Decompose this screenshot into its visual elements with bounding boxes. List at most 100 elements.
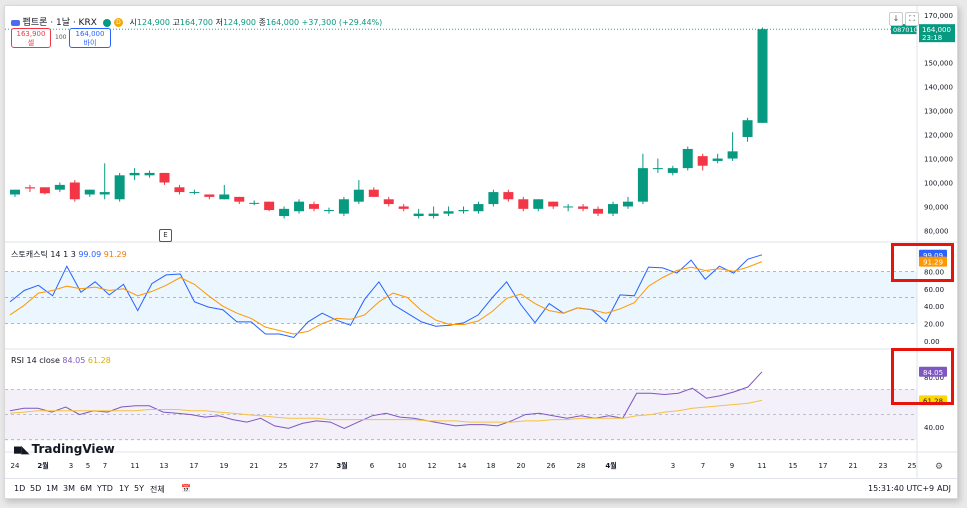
time-tick-label: 26 [547, 462, 556, 470]
timeframe-5y[interactable]: 5Y [134, 484, 144, 493]
indicator-value-tag [919, 366, 947, 377]
candle-body [54, 184, 65, 190]
candle-body [24, 187, 35, 189]
timeframe-6m[interactable]: 6M [80, 484, 92, 493]
indicator-tick-label: 40.00 [924, 303, 944, 311]
price-tick-label: 120,000 [924, 132, 953, 140]
candle-body [338, 199, 349, 214]
buy-price: 164,000 [75, 30, 105, 38]
time-tick-label: 13 [160, 462, 169, 470]
time-tick-label: 25 [908, 462, 917, 470]
indicator-tick-label: 0.00 [924, 338, 940, 346]
candle-body [264, 201, 275, 211]
time-tick-label: 24 [11, 462, 20, 470]
clock-label: 15:31:40 UTC+9 [868, 484, 935, 493]
rsi-value: 84.05 [62, 356, 86, 365]
candle-body [428, 213, 439, 217]
indicator-tick-label: 80.00 [924, 268, 944, 276]
rsi-legend[interactable]: RSI 14 close 84.05 61.28 [11, 356, 111, 365]
candle-body [563, 206, 574, 208]
tradingview-logo[interactable]: ◼◣ TradingView [13, 442, 115, 456]
candle-body [652, 168, 663, 170]
time-tick-label: 3 [671, 462, 675, 470]
timeframe-3m[interactable]: 3M [63, 484, 75, 493]
time-axis: 24 2월 3 5 7 11 13 17 19 21 25 27 3월 6 10 12 14 18 20 26 28 4월… [11, 461, 944, 472]
time-tick-label: 6 [370, 462, 375, 470]
time-tick-label: 3 [69, 462, 73, 470]
stoch-title: 스토캐스틱 14 1 3 [11, 250, 76, 259]
timeframe-1d[interactable]: 1D [14, 484, 26, 493]
price-tick-label: 130,000 [924, 108, 953, 116]
countdown-label: 23:18 [922, 34, 942, 42]
time-tick-label: 4월 [605, 461, 616, 470]
candle-body [323, 210, 334, 212]
quote-status-icon [103, 18, 112, 27]
time-tick-label: 12 [428, 462, 437, 470]
candle-body [249, 202, 260, 204]
indicator-tick-label: 60.00 [924, 286, 944, 294]
fullscreen-icon[interactable]: ⛶ [905, 12, 919, 26]
price-pane [5, 27, 917, 219]
symbol-legend[interactable]: 펩트론 · 1날 · KRX D 시124,900 고164,700 저124,… [11, 15, 382, 28]
chart-canvas[interactable]: 170,000 150,000 140,000 130,000 120,000 110,0… [5, 6, 957, 498]
last-price-tag [919, 24, 955, 43]
candle-body [39, 187, 50, 194]
rsi-pane [5, 371, 917, 441]
last-price-label: 164,000 [922, 26, 951, 34]
candle-body [353, 189, 364, 202]
tradingview-logo-text: TradingView [31, 442, 115, 456]
stoch-pane [5, 254, 917, 339]
rsi-title: RSI 14 close [11, 356, 60, 365]
timeframe-1y[interactable]: 1Y [119, 484, 129, 493]
ohlc-close: 종164,000 [258, 18, 300, 27]
candle-body [294, 201, 305, 212]
candle-body [219, 194, 230, 200]
timeframe-all[interactable]: 전체 [150, 485, 165, 494]
symbol-code-label: 087010 [893, 26, 918, 34]
time-tick-label: 7 [103, 462, 107, 470]
symbol-code-tag [891, 24, 917, 35]
candle-body [10, 189, 20, 195]
candle-body [398, 206, 409, 209]
timeframe-ytd[interactable]: YTD [97, 484, 113, 493]
settings-gear-icon[interactable]: ⚙ [935, 462, 943, 472]
candle-body [204, 194, 215, 197]
price-tick-label: 140,000 [924, 84, 953, 92]
date-range-icon[interactable]: 📅 [181, 484, 191, 493]
series-line--d [9, 261, 763, 335]
timeframe-1m[interactable]: 1M [46, 484, 58, 493]
time-tick-label: 28 [577, 462, 586, 470]
series-line-rsi-ma [9, 399, 763, 423]
sell-label: 셀 [27, 39, 35, 47]
candle-body [159, 172, 170, 183]
stoch-d-value: 91.29 [103, 250, 127, 259]
time-tick-label: 11 [758, 462, 767, 470]
chart-window: 170,000 150,000 140,000 130,000 120,000 110,0… [4, 5, 958, 499]
timeframe-5d[interactable]: 5D [30, 484, 42, 493]
candle-body [473, 204, 484, 212]
candle-body [114, 175, 125, 200]
stoch-value-highlight [891, 243, 954, 282]
earnings-badge[interactable]: E [159, 229, 172, 242]
price-tick-label: 150,000 [924, 60, 953, 68]
candle-body [279, 208, 290, 217]
candle-body [712, 158, 723, 161]
candle-body [413, 213, 424, 217]
time-tick-label: 7 [701, 462, 705, 470]
ohlc-high: 고164,700 [172, 18, 214, 27]
candle-body [309, 204, 319, 209]
candle-body [383, 199, 394, 205]
candle-body [69, 182, 80, 200]
candle-body [682, 148, 693, 169]
download-icon[interactable]: ↓ [889, 12, 903, 26]
time-tick-label: 5 [86, 462, 90, 470]
rsi-value-highlight [891, 348, 954, 405]
tradingview-logo-icon: ◼◣ [13, 443, 30, 456]
time-tick-label: 21 [250, 462, 259, 470]
buy-button[interactable]: 164,000 바이 [69, 28, 111, 48]
sell-button[interactable]: 163,900 셀 [11, 28, 51, 48]
stoch-legend[interactable]: 스토캐스틱 14 1 3 99.09 91.29 [11, 249, 127, 260]
adj-toggle[interactable]: ADJ [937, 484, 951, 493]
candle-body [637, 168, 648, 202]
indicator-value-label: 61.28 [923, 397, 943, 405]
